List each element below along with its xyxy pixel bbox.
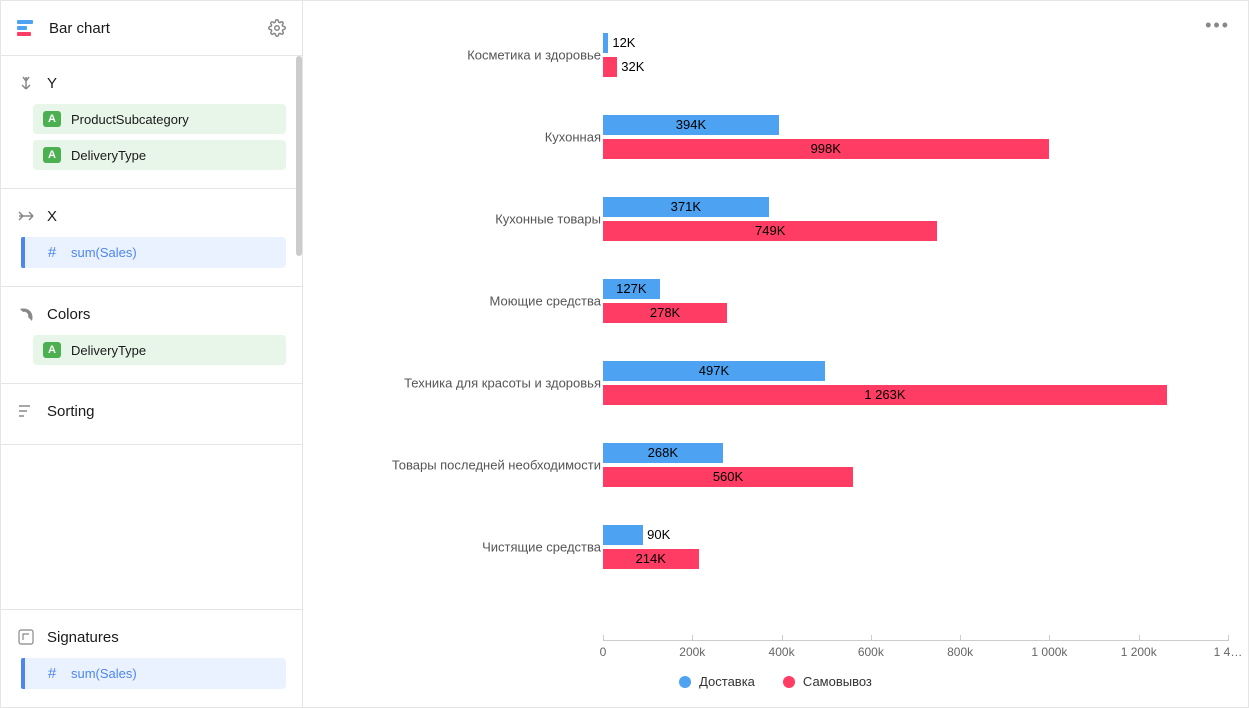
category-label: Техника для красоты и здоровья [331, 376, 601, 391]
section-title: X [47, 208, 57, 225]
x-tick-label: 200k [679, 645, 705, 659]
number-field-icon: # [43, 244, 61, 261]
chart-type-header: Bar chart [1, 1, 302, 56]
field-pill-sum-sales-sig[interactable]: # sum(Sales) [21, 658, 286, 689]
legend-swatch [679, 676, 691, 688]
section-title: Colors [47, 306, 90, 323]
colors-section: Colors A DeliveryType [1, 287, 302, 384]
number-field-icon: # [43, 665, 61, 682]
x-section: X # sum(Sales) [1, 189, 302, 287]
chart-type-title[interactable]: Bar chart [49, 20, 110, 37]
bar-value-label: 497K [603, 361, 825, 381]
bar-value-label: 371K [603, 197, 769, 217]
x-tick-label: 400k [769, 645, 795, 659]
bar-value-label: 998K [603, 139, 1049, 159]
text-field-icon: A [43, 342, 61, 358]
x-axis: 0200k400k600k800k1 000k1 200k1 4… [603, 640, 1228, 664]
bar-value-label: 268K [603, 443, 723, 463]
bar[interactable] [603, 525, 643, 545]
legend: Доставка Самовывоз [323, 664, 1228, 697]
bar-value-label: 214K [603, 549, 699, 569]
chart-plot: Косметика и здоровье 12K 32K Кухонная394K 99… [323, 21, 1228, 640]
bar-value-label: 90K [647, 525, 670, 545]
text-field-icon: A [43, 147, 61, 163]
legend-item[interactable]: Доставка [679, 674, 755, 689]
x-tick-label: 1 000k [1031, 645, 1067, 659]
legend-swatch [783, 676, 795, 688]
x-tick-label: 1 200k [1121, 645, 1157, 659]
bar-value-label: 278K [603, 303, 727, 323]
bar-value-label: 749K [603, 221, 937, 241]
legend-item[interactable]: Самовывоз [783, 674, 872, 689]
legend-label: Самовывоз [803, 674, 872, 689]
sorting-icon [17, 402, 35, 420]
field-pill-deliverytype-color[interactable]: A DeliveryType [33, 335, 286, 365]
text-field-icon: A [43, 111, 61, 127]
x-tick-label: 0 [600, 645, 607, 659]
x-axis-icon [17, 207, 35, 225]
x-tick-label: 800k [947, 645, 973, 659]
category-group: Кухонная394K 998K [323, 115, 1228, 159]
category-label: Чистящие средства [331, 540, 601, 555]
bar-value-label: 32K [621, 57, 644, 77]
bar-value-label: 127K [603, 279, 660, 299]
colors-icon [17, 305, 35, 323]
category-group: Моющие средства127K 278K [323, 279, 1228, 323]
bar-chart-icon [17, 20, 37, 36]
signatures-section: Signatures # sum(Sales) [1, 609, 302, 707]
category-group: Чистящие средства 90K 214K [323, 525, 1228, 569]
legend-label: Доставка [699, 674, 755, 689]
category-label: Кухонная [331, 130, 601, 145]
x-tick-label: 1 4… [1214, 645, 1243, 659]
category-group: Косметика и здоровье 12K 32K [323, 33, 1228, 77]
field-pill-sum-sales[interactable]: # sum(Sales) [21, 237, 286, 268]
category-label: Товары последней необходимости [331, 458, 601, 473]
section-title: Sorting [47, 403, 95, 420]
chart-panel: ••• Косметика и здоровье12K32KКухонная39… [303, 1, 1248, 707]
category-label: Кухонные товары [331, 212, 601, 227]
bar[interactable] [603, 57, 617, 77]
field-pill-deliverytype[interactable]: A DeliveryType [33, 140, 286, 170]
bar-value-label: 560K [603, 467, 853, 487]
y-section: Y A ProductSubcategory A DeliveryType [1, 56, 302, 189]
bar[interactable] [603, 33, 608, 53]
bar-value-label: 394K [603, 115, 779, 135]
bar-value-label: 1 263K [603, 385, 1167, 405]
sorting-section: Sorting [1, 384, 302, 445]
section-title: Signatures [47, 629, 119, 646]
field-pill-productsubcategory[interactable]: A ProductSubcategory [33, 104, 286, 134]
gear-icon[interactable] [268, 19, 286, 37]
bar-value-label: 12K [612, 33, 635, 53]
category-label: Моющие средства [331, 294, 601, 309]
y-axis-icon [17, 74, 35, 92]
section-title: Y [47, 75, 57, 92]
category-label: Косметика и здоровье [331, 48, 601, 63]
signatures-icon [17, 628, 35, 646]
category-group: Товары последней необходимости268K 560K [323, 443, 1228, 487]
scrollbar[interactable] [296, 56, 302, 256]
config-sidebar: Bar chart Y A ProductSubcategory A Deliv… [1, 1, 303, 707]
x-tick-label: 600k [858, 645, 884, 659]
category-group: Кухонные товары371K 749K [323, 197, 1228, 241]
category-group: Техника для красоты и здоровья497K 1 263K [323, 361, 1228, 405]
